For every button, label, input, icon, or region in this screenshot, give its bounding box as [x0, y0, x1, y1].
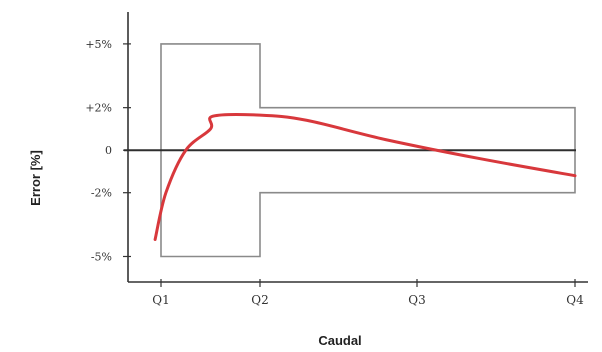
x-tick-label: Q4: [566, 293, 584, 307]
y-tick-label: -5%: [91, 250, 112, 263]
error-curve-group: [153, 113, 577, 241]
error-limit-outline: [160, 43, 576, 258]
error-curve-line: [153, 113, 577, 241]
y-axis-ticks: +5% +2% 0 -2% -5%: [85, 38, 131, 263]
y-tick-label: +5%: [85, 38, 112, 51]
y-tick-label: +2%: [85, 102, 112, 115]
chart-axes: [124, 12, 588, 283]
error-limit-envelope: [160, 43, 576, 258]
y-tick-label: 0: [105, 144, 112, 157]
x-axis-title: Caudal: [318, 333, 361, 348]
x-tick-label: Q3: [408, 293, 425, 307]
x-axis-ticks: Q1 Q2 Q3 Q4: [152, 279, 584, 307]
x-tick-label: Q2: [251, 293, 268, 307]
y-tick-label: -2%: [91, 187, 112, 200]
x-tick-label: Q1: [152, 293, 169, 307]
y-axis-title: Error [%]: [28, 150, 43, 206]
